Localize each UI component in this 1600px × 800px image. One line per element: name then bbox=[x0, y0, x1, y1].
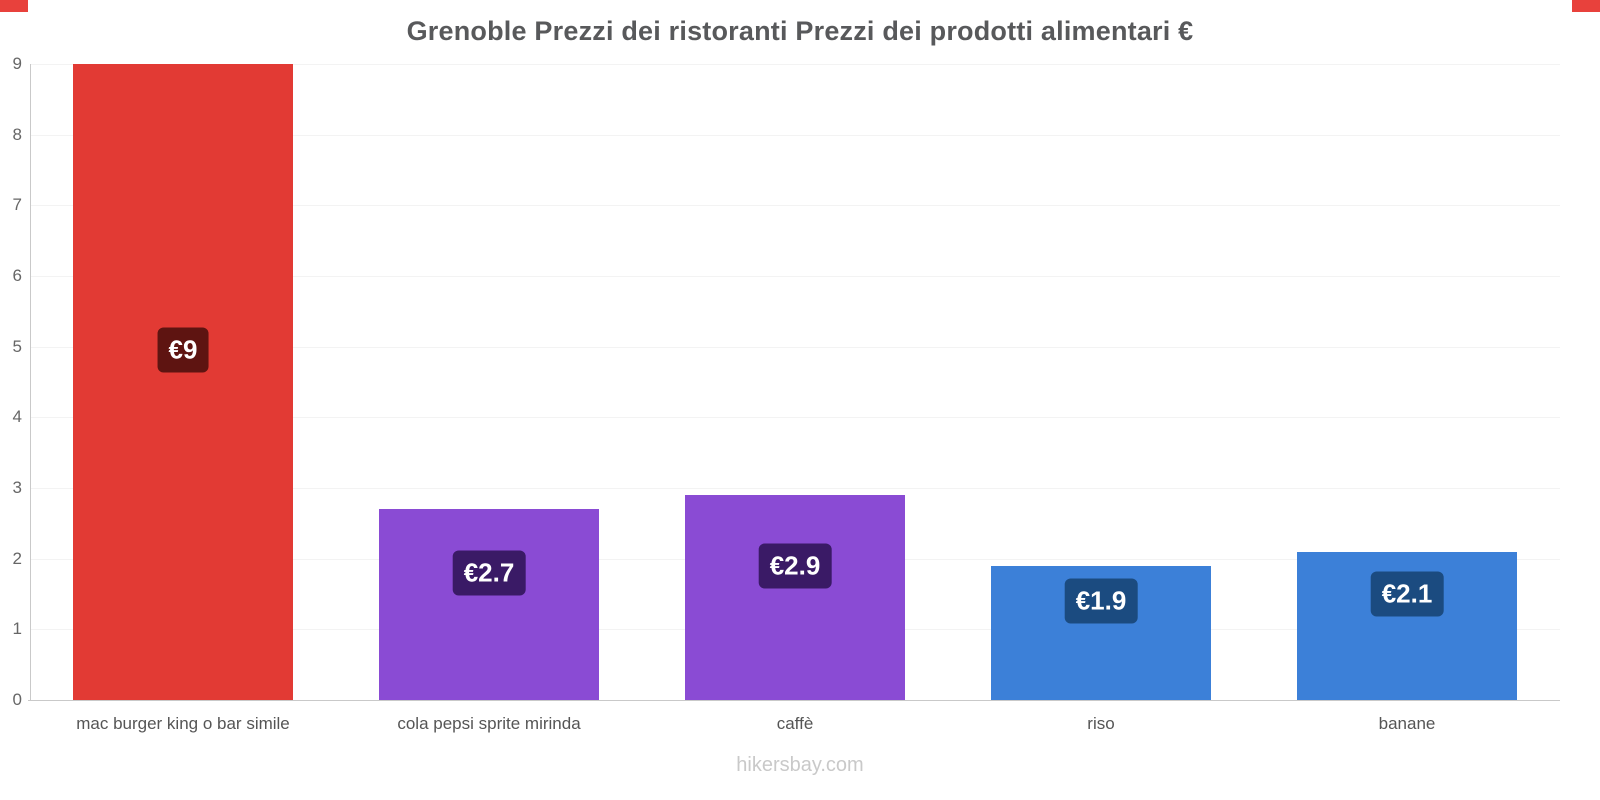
y-axis-tick-label: 5 bbox=[12, 336, 22, 356]
y-axis-tick-label: 8 bbox=[12, 124, 22, 144]
bar-value-label: €2.9 bbox=[758, 543, 832, 589]
chart-title: Grenoble Prezzi dei ristoranti Prezzi de… bbox=[406, 16, 1194, 46]
gridline bbox=[30, 134, 1560, 136]
x-axis-category-label: banane bbox=[1378, 714, 1436, 733]
y-axis-tick-label: 1 bbox=[12, 619, 22, 639]
gridline bbox=[30, 346, 1560, 348]
x-axis-category-label: mac burger king o bar simile bbox=[76, 714, 290, 733]
y-axis-tick-label: 0 bbox=[12, 690, 22, 709]
y-axis-tick-label: 4 bbox=[12, 407, 22, 427]
x-axis-category-label: riso bbox=[1087, 714, 1115, 733]
corner-accent-right bbox=[1572, 0, 1600, 12]
gridline bbox=[30, 488, 1560, 489]
gridline bbox=[30, 205, 1560, 207]
x-axis-line bbox=[28, 700, 1560, 701]
bar-value-label: €1.9 bbox=[1064, 578, 1138, 624]
bar bbox=[379, 509, 599, 700]
y-axis-tick-label: 6 bbox=[12, 266, 22, 285]
gridline bbox=[30, 417, 1560, 419]
bar bbox=[685, 495, 905, 700]
y-axis-tick-label: 7 bbox=[12, 195, 22, 215]
y-axis-tick-label: 3 bbox=[12, 478, 22, 497]
bar-value-label: €9 bbox=[157, 327, 209, 373]
corner-accent-left bbox=[0, 0, 28, 12]
bar bbox=[73, 64, 293, 700]
x-axis-category-label: cola pepsi sprite mirinda bbox=[397, 714, 581, 733]
bar-value-label: €2.1 bbox=[1370, 571, 1444, 617]
watermark-text: hikersbay.com bbox=[736, 754, 864, 776]
y-axis-tick-label: 2 bbox=[12, 548, 22, 568]
bar-value-label: €2.7 bbox=[452, 550, 526, 596]
x-axis-category-label: caffè bbox=[776, 714, 814, 733]
y-axis-tick-label: 9 bbox=[12, 54, 22, 73]
gridline bbox=[30, 64, 1560, 65]
gridline bbox=[30, 276, 1560, 277]
y-axis-line bbox=[30, 64, 31, 701]
